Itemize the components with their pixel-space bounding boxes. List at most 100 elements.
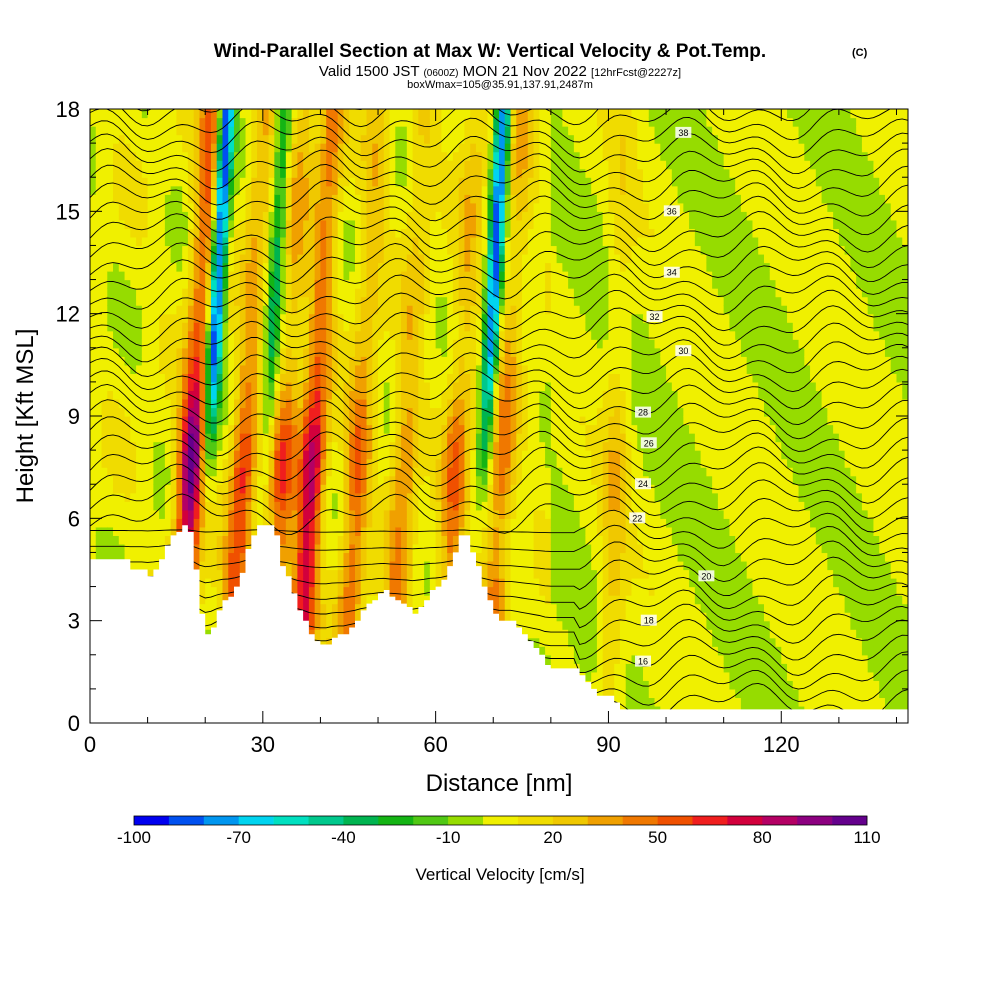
velocity-cell [164, 126, 172, 136]
velocity-cell [141, 347, 149, 357]
velocity-cell [418, 492, 425, 502]
velocity-cell [412, 441, 419, 451]
velocity-cell [205, 552, 212, 562]
velocity-cell [331, 305, 339, 315]
velocity-cell [245, 228, 252, 238]
velocity-cell [222, 578, 229, 588]
velocity-cell [360, 202, 368, 212]
velocity-cell [481, 424, 489, 434]
velocity-cell [113, 194, 120, 204]
velocity-cell [412, 450, 419, 460]
velocity-cell [401, 279, 408, 289]
velocity-cell [389, 305, 396, 315]
velocity-cell [378, 433, 385, 443]
velocity-cell [280, 151, 287, 161]
velocity-cell [418, 126, 425, 136]
velocity-cell [95, 109, 103, 119]
velocity-cell [136, 185, 143, 195]
velocity-cell [130, 330, 137, 340]
velocity-cell [481, 552, 489, 562]
velocity-cell [326, 407, 333, 417]
velocity-cell [199, 143, 206, 153]
velocity-cell [303, 339, 310, 349]
velocity-cell [285, 484, 293, 494]
velocity-cell [418, 424, 425, 434]
velocity-cell [314, 296, 322, 306]
velocity-cell [447, 518, 454, 528]
velocity-cell [216, 194, 224, 204]
velocity-cell [343, 552, 350, 562]
velocity-cell [130, 151, 137, 161]
velocity-cell [303, 126, 310, 136]
velocity-cell [406, 211, 414, 221]
velocity-cell [176, 450, 183, 460]
velocity-cell [475, 109, 483, 119]
velocity-cell [389, 552, 396, 562]
velocity-cell [297, 262, 304, 272]
velocity-cell [360, 398, 368, 409]
velocity-cell [107, 373, 114, 383]
velocity-cell [113, 168, 120, 178]
velocity-cell [331, 330, 339, 340]
velocity-cell [458, 424, 466, 434]
velocity-cell [228, 288, 235, 298]
velocity-cell [107, 347, 114, 357]
velocity-cell [95, 236, 103, 247]
velocity-cell [251, 373, 258, 383]
velocity-cell [320, 245, 327, 255]
velocity-cell [153, 313, 160, 323]
velocity-cell [395, 279, 402, 289]
velocity-cell [303, 475, 310, 485]
velocity-cell [383, 236, 391, 247]
velocity-cell [118, 484, 126, 494]
velocity-cell [107, 219, 114, 229]
velocity-cell [441, 271, 448, 281]
velocity-cell [113, 484, 120, 494]
velocity-cell [320, 629, 327, 639]
velocity-cell [429, 552, 437, 562]
velocity-cell [320, 279, 327, 289]
velocity-cell [349, 433, 356, 443]
velocity-cell [320, 381, 327, 392]
velocity-cell [401, 236, 408, 247]
velocity-cell [153, 194, 160, 204]
velocity-cell [314, 441, 322, 451]
velocity-cell [303, 390, 310, 400]
velocity-cell [470, 288, 477, 298]
velocity-cell [435, 322, 442, 332]
velocity-cell [164, 253, 172, 264]
velocity-cell [268, 424, 275, 434]
velocity-cell [153, 211, 160, 221]
velocity-cell [262, 450, 270, 460]
velocity-cell [280, 313, 287, 323]
velocity-cell [395, 347, 402, 357]
velocity-cell [216, 467, 224, 477]
velocity-cell [257, 279, 264, 289]
velocity-cell [458, 202, 466, 212]
velocity-cell [205, 151, 212, 161]
velocity-cell [337, 492, 345, 502]
velocity-cell [320, 177, 327, 187]
velocity-cell [147, 518, 154, 528]
velocity-cell [90, 339, 97, 349]
velocity-cell [130, 467, 137, 477]
velocity-cell [475, 262, 483, 272]
velocity-cell [470, 305, 477, 315]
velocity-cell [424, 381, 431, 392]
velocity-cell [118, 424, 126, 434]
velocity-cell [395, 109, 402, 119]
velocity-cell [291, 202, 298, 212]
velocity-cell [205, 305, 212, 315]
velocity-cell [141, 535, 149, 545]
velocity-cell [470, 126, 477, 136]
velocity-cell [314, 424, 322, 434]
velocity-cell [222, 501, 229, 511]
velocity-cell [441, 151, 448, 161]
velocity-cell [107, 288, 114, 298]
velocity-cell [136, 364, 143, 374]
velocity-cell [222, 560, 229, 571]
velocity-cell [447, 535, 454, 545]
velocity-cell [366, 330, 373, 340]
velocity-cell [314, 211, 322, 221]
velocity-cell [424, 185, 431, 195]
